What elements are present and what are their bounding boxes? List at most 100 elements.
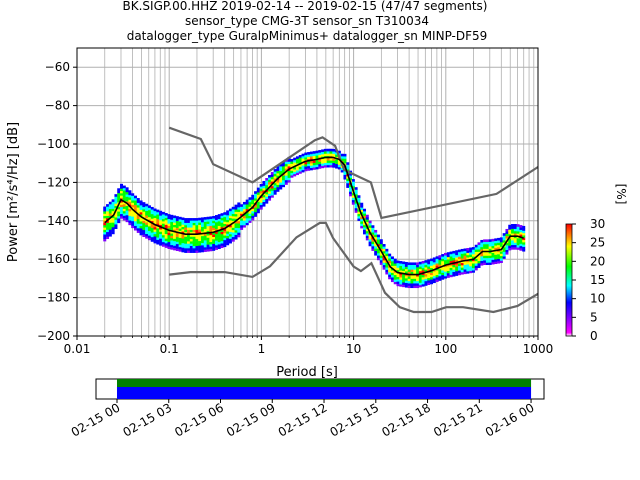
pdf-cell bbox=[494, 261, 498, 265]
pdf-cell bbox=[326, 164, 330, 168]
pdf-cell bbox=[424, 267, 428, 270]
pdf-cell bbox=[455, 259, 459, 263]
pdf-cell bbox=[237, 227, 241, 231]
pdf-cell bbox=[270, 192, 274, 196]
pdf-cell bbox=[332, 165, 336, 168]
pdf-cell bbox=[209, 248, 213, 252]
pdf-cell bbox=[388, 276, 392, 280]
y-tick-label: −120 bbox=[37, 175, 70, 189]
pdf-cell bbox=[209, 216, 213, 220]
pdf-cell bbox=[131, 193, 135, 196]
pdf-cell bbox=[282, 168, 286, 172]
pdf-cell bbox=[393, 281, 397, 285]
pdf-cell bbox=[103, 231, 107, 235]
pdf-cell bbox=[516, 247, 520, 250]
pdf-cell bbox=[477, 249, 481, 252]
pdf-cell bbox=[220, 238, 224, 242]
pdf-cell bbox=[189, 229, 193, 233]
pdf-cell bbox=[407, 278, 411, 282]
pdf-cell bbox=[427, 259, 431, 262]
pdf-cell bbox=[192, 224, 196, 228]
pdf-cell bbox=[307, 152, 311, 155]
pdf-cell bbox=[181, 242, 185, 246]
pdf-cell bbox=[223, 223, 227, 227]
pdf-cell bbox=[295, 160, 299, 164]
pdf-cell bbox=[421, 263, 425, 266]
pdf-cell bbox=[449, 256, 453, 259]
pdf-cell bbox=[491, 254, 495, 258]
pdf-cell bbox=[315, 166, 319, 170]
pdf-cell bbox=[326, 153, 330, 156]
pdf-cell bbox=[357, 197, 361, 201]
pdf-cell bbox=[262, 204, 266, 207]
pdf-cell bbox=[133, 220, 137, 224]
pdf-cell bbox=[463, 269, 467, 272]
pdf-cell bbox=[117, 209, 121, 212]
pdf-cell bbox=[279, 179, 283, 183]
pdf-cell bbox=[259, 193, 263, 196]
pdf-cell bbox=[346, 183, 350, 186]
pdf-cell bbox=[393, 279, 397, 282]
pdf-cell bbox=[382, 244, 386, 247]
coverage-bar-green bbox=[116, 379, 532, 387]
pdf-cell bbox=[416, 280, 420, 284]
pdf-cell bbox=[379, 243, 383, 247]
pdf-cell bbox=[309, 163, 313, 166]
pdf-cell bbox=[304, 166, 308, 169]
pdf-cell bbox=[480, 244, 484, 248]
pdf-cell bbox=[502, 256, 506, 259]
pdf-cell bbox=[494, 242, 498, 246]
title-line-1: BK.SIGP.00.HHZ 2019-02-14 -- 2019-02-15 … bbox=[123, 0, 488, 13]
pdf-cell bbox=[156, 237, 160, 240]
pdf-cell bbox=[128, 201, 132, 205]
pdf-cell bbox=[206, 219, 210, 222]
pdf-cell bbox=[214, 217, 218, 220]
pdf-cell bbox=[187, 218, 191, 221]
pdf-cell bbox=[254, 207, 258, 210]
pdf-cell bbox=[321, 163, 325, 166]
pdf-cell bbox=[449, 251, 453, 255]
pdf-cell bbox=[198, 247, 202, 251]
pdf-cell bbox=[357, 199, 361, 203]
pdf-cell bbox=[418, 266, 422, 269]
pdf-cell bbox=[122, 213, 126, 216]
pdf-cell bbox=[279, 182, 283, 185]
pdf-cell bbox=[371, 243, 375, 247]
pdf-cell bbox=[404, 266, 408, 270]
y-tick-label: −140 bbox=[37, 214, 70, 228]
pdf-cell bbox=[449, 269, 453, 273]
pdf-cell bbox=[337, 162, 341, 165]
pdf-cell bbox=[175, 243, 179, 247]
pdf-cell bbox=[368, 227, 372, 231]
pdf-cell bbox=[203, 247, 207, 250]
pdf-cell bbox=[416, 271, 420, 275]
pdf-cell bbox=[438, 278, 442, 281]
pdf-cell bbox=[505, 228, 509, 232]
pdf-cell bbox=[309, 160, 313, 164]
pdf-cell bbox=[164, 233, 168, 237]
pdf-cell bbox=[217, 221, 221, 224]
pdf-cell bbox=[142, 215, 146, 219]
pdf-cell bbox=[396, 260, 400, 264]
pdf-cell bbox=[187, 248, 191, 251]
pdf-cell bbox=[505, 242, 509, 246]
pdf-cell bbox=[270, 190, 274, 194]
pdf-cell bbox=[371, 232, 375, 235]
pdf-cell bbox=[357, 215, 361, 219]
pdf-cell bbox=[242, 211, 246, 214]
pdf-cell bbox=[466, 250, 470, 253]
pdf-cell bbox=[201, 222, 205, 225]
pdf-cell bbox=[167, 237, 171, 240]
pdf-cell bbox=[198, 220, 202, 223]
pdf-cell bbox=[499, 246, 503, 250]
pdf-cell bbox=[178, 235, 182, 238]
pdf-cell bbox=[404, 268, 408, 272]
pdf-cell bbox=[214, 235, 218, 239]
pdf-cell bbox=[483, 239, 487, 242]
pdf-cell bbox=[276, 175, 280, 178]
pdf-cell bbox=[354, 210, 358, 213]
pdf-cell bbox=[449, 265, 453, 268]
pdf-cell bbox=[212, 248, 216, 251]
pdf-cell bbox=[226, 233, 230, 237]
pdf-cell bbox=[256, 192, 260, 195]
